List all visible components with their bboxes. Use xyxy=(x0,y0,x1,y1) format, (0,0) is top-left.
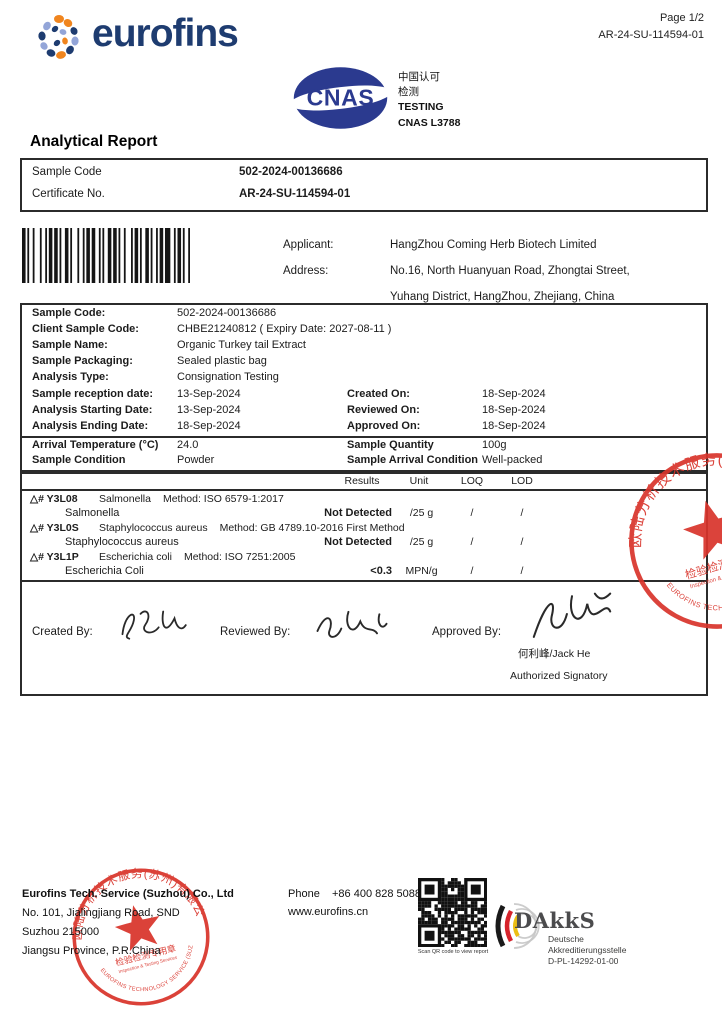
test-result-row: Staphylococcus aureus Not Detected /25 g… xyxy=(22,536,706,550)
detail-row: Analysis Type: Consignation Testing xyxy=(32,371,279,383)
test-method: Method: ISO 6579-1:2017 xyxy=(162,493,284,505)
test-code-row: △# Y3L0S Staphylococcus aureus Method: G… xyxy=(22,522,706,536)
address-line2: Yuhang District, HangZhou, Zhejiang, Chi… xyxy=(390,291,615,303)
test-name: Staphylococcus aureus xyxy=(99,522,208,534)
created-by-signature xyxy=(121,610,187,640)
detail-row: Analysis Ending Date: 18-Sep-2024 Approv… xyxy=(32,420,546,432)
reviewed-by-label: Reviewed By: xyxy=(220,626,291,638)
detail-row: Analysis Starting Date: 13-Sep-2024 Revi… xyxy=(32,404,546,416)
certificate-no-value: AR-24-SU-114594-01 xyxy=(239,188,351,200)
detail-row: Sample Packaging: Sealed plastic bag xyxy=(32,355,267,367)
footer-website: www.eurofins.cn xyxy=(288,906,369,918)
loq-value: / xyxy=(470,507,474,519)
sample-barcode xyxy=(22,228,190,288)
sample-details-box: Sample Code: 502-2024-00136686 Client Sa… xyxy=(20,303,708,472)
qr-caption: Scan QR code to view report xyxy=(417,949,489,955)
address-line1: No.16, North Huanyuan Road, Zhongtai Str… xyxy=(390,265,630,277)
id-box: Sample Code 502-2024-00136686 Certificat… xyxy=(20,158,708,212)
unit-value: /25 g xyxy=(409,507,434,519)
cnas-line2: 检测 xyxy=(398,86,419,99)
cnas-accreditation-mark: CNAS 中国认可 检测 TESTING CNAS L3788 xyxy=(289,66,460,135)
test-method: Method: ISO 7251:2005 xyxy=(183,551,296,563)
sample-code-value: 502-2024-00136686 xyxy=(239,166,343,178)
reviewed-by-signature xyxy=(316,610,388,638)
test-code-row: △# Y3L1P Escherichia coli Method: ISO 72… xyxy=(22,551,706,565)
sample-code-label: Sample Code xyxy=(32,166,102,178)
certificate-no-label: Certificate No. xyxy=(32,188,105,200)
applicant-name: HangZhou Coming Herb Biotech Limited xyxy=(390,239,597,251)
detail-row: Sample Code: 502-2024-00136686 xyxy=(32,307,277,319)
eurofins-logo: eurofins xyxy=(34,12,239,69)
detail-row: Sample reception date: 13-Sep-2024 Creat… xyxy=(32,388,546,400)
approved-by-label: Approved By: xyxy=(432,626,502,638)
detail-row: Sample Name: Organic Turkey tail Extract xyxy=(32,339,306,351)
loq-col-header: LOQ xyxy=(460,475,484,487)
footer-phone-label: Phone xyxy=(288,888,320,900)
dakks-accreditation-mark: DAkkS Deutsche Akkreditierungsstelle D-P… xyxy=(490,896,660,966)
created-by-label: Created By: xyxy=(32,626,93,638)
detail-row: Arrival Temperature (°C) 24.0 Sample Qua… xyxy=(32,439,507,451)
detail-row: Sample Condition Powder Sample Arrival C… xyxy=(32,454,543,466)
footer-address3: Jiangsu Province, P.R.China xyxy=(22,945,161,957)
qr-code xyxy=(418,878,488,952)
results-header: Results Unit LOQ LOD xyxy=(20,472,708,493)
page-number: Page 1/2 xyxy=(659,12,704,24)
footer-phone: +86 400 828 5088 xyxy=(332,888,422,900)
test-code: △# Y3L08 xyxy=(30,493,78,505)
footer-company: Eurofins Tech. Service (Suzhou) Co., Ltd xyxy=(22,888,234,900)
page-title: Analytical Report xyxy=(30,133,158,150)
result-value: Not Detected xyxy=(324,507,392,519)
test-result-row: Salmonella Not Detected /25 g / / xyxy=(22,507,706,521)
footer-address2: Suzhou 215000 xyxy=(22,926,100,938)
test-code: △# Y3L0S xyxy=(30,522,79,534)
cnas-line4: CNAS L3788 xyxy=(398,116,461,129)
page-info: Page 1/2 AR-24-SU-114594-01 xyxy=(598,10,704,43)
cnas-logo-icon: CNAS xyxy=(289,66,392,135)
lod-col-header: LOD xyxy=(511,475,533,487)
analyte-name: Escherichia Coli xyxy=(65,565,144,577)
results-col-header: Results xyxy=(344,475,380,487)
test-method: Method: GB 4789.10-2016 First Method xyxy=(219,522,405,534)
lod-value: / xyxy=(520,507,524,519)
dakks-wordmark: DAkkS xyxy=(514,908,596,933)
report-number: AR-24-SU-114594-01 xyxy=(598,28,704,41)
test-name: Salmonella xyxy=(99,493,151,505)
cnas-text-block: 中国认可 检测 TESTING CNAS L3788 xyxy=(398,66,460,135)
unit-value: /25 g xyxy=(409,536,434,548)
cnas-line3: TESTING xyxy=(398,101,444,114)
footer-address1: No. 101, Jialingjiang Road, SND xyxy=(22,907,180,919)
dakks-text-block: Deutsche Akkreditierungsstelle D-PL-1429… xyxy=(548,934,627,967)
detail-row: Client Sample Code: CHBE21240812 ( Expir… xyxy=(32,323,392,335)
approved-by-signature xyxy=(532,592,612,638)
signatures-box: Created By: Reviewed By: Approved By: 何利… xyxy=(20,580,708,696)
result-value: <0.3 xyxy=(370,565,392,577)
approved-signatory-name: 何利峰/Jack He xyxy=(518,648,591,660)
eurofins-dots-icon xyxy=(34,12,86,69)
test-name: Escherichia coli xyxy=(99,551,172,563)
unit-col-header: Unit xyxy=(409,475,429,487)
cnas-line1: 中国认可 xyxy=(398,71,440,83)
analyte-name: Salmonella xyxy=(65,507,120,519)
details-divider xyxy=(22,436,706,438)
unit-value: MPN/g xyxy=(405,565,438,577)
results-table: △# Y3L08 Salmonella Method: ISO 6579-1:2… xyxy=(20,489,708,582)
lod-value: / xyxy=(520,536,524,548)
svg-text:CNAS: CNAS xyxy=(307,85,375,111)
test-code: △# Y3L1P xyxy=(30,551,79,563)
address-label: Address: xyxy=(283,265,329,277)
loq-value: / xyxy=(470,565,474,577)
eurofins-wordmark: eurofins xyxy=(92,12,239,55)
test-result-row: Escherichia Coli <0.3 MPN/g / / xyxy=(22,565,706,579)
lod-value: / xyxy=(520,565,524,577)
loq-value: / xyxy=(470,536,474,548)
test-code-row: △# Y3L08 Salmonella Method: ISO 6579-1:2… xyxy=(22,493,706,507)
analyte-name: Staphylococcus aureus xyxy=(65,536,179,548)
approved-signatory-title: Authorized Signatory xyxy=(510,670,608,682)
applicant-label: Applicant: xyxy=(283,239,334,251)
result-value: Not Detected xyxy=(324,536,392,548)
